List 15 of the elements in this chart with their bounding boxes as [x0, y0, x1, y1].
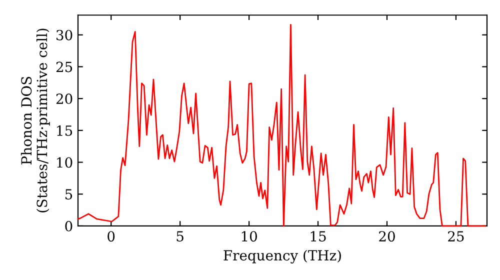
x-tick-label: 15 [310, 231, 326, 242]
x-tick-label: 5 [176, 231, 184, 242]
y-tick-label: 10 [57, 157, 72, 168]
y-tick-label: 15 [57, 125, 72, 136]
y-tick-label: 0 [65, 220, 72, 232]
x-axis-title: Frequency (THz) [224, 250, 341, 264]
x-tick-label: 25 [448, 231, 464, 242]
x-tick-label: 20 [379, 231, 395, 242]
x-tick-label: 10 [242, 231, 257, 242]
y-tick-label: 25 [56, 62, 72, 72]
y-tick-label: 5 [65, 189, 72, 200]
x-tick-label: 0 [108, 231, 115, 242]
y-tick-label: 20 [56, 94, 72, 104]
y-axis-title: Phonon DOS (States/THz·primitive cell) [20, 28, 50, 212]
y-tick-label: 30 [56, 30, 72, 40]
